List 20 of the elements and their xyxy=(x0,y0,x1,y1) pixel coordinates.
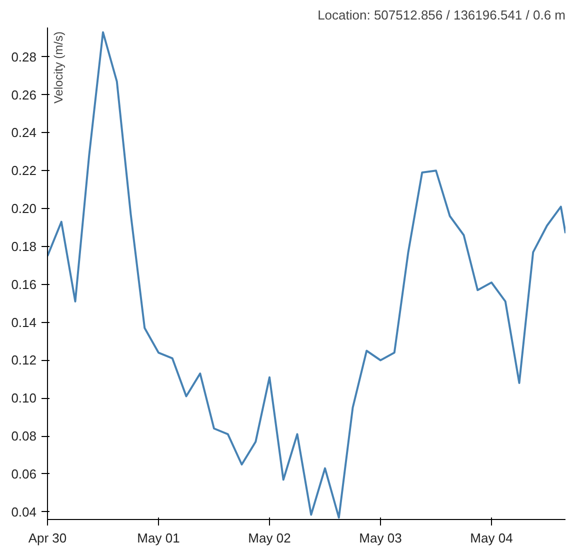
y-tick-label: 0.12 xyxy=(11,352,37,368)
x-tick-label: May 02 xyxy=(248,530,291,546)
y-tick-label: 0.18 xyxy=(11,238,37,254)
y-tick-label: 0.14 xyxy=(11,314,37,330)
y-tick-label: 0.22 xyxy=(11,163,37,178)
x-tick-label: May 03 xyxy=(359,530,402,546)
y-tick-label: 0.08 xyxy=(11,428,37,444)
y-tick-label: 0.06 xyxy=(11,466,37,482)
y-tick-label: 0.16 xyxy=(11,276,37,292)
y-tick-label: 0.24 xyxy=(11,125,37,140)
y-axis-title: Velocity (m/s) xyxy=(52,31,66,104)
y-tick-label: 0.28 xyxy=(11,49,37,64)
x-tick-label: May 04 xyxy=(470,530,513,546)
y-tick-label: 0.04 xyxy=(11,504,37,520)
y-tick-label: 0.26 xyxy=(11,87,37,102)
chart-title: Location: 507512.856 / 136196.541 / 0.6 m xyxy=(318,8,566,22)
x-tick-label: May 01 xyxy=(137,530,180,546)
y-tick-label: 0.10 xyxy=(11,390,37,406)
y-tick-label: 0.20 xyxy=(11,201,37,216)
x-tick-label: Apr 30 xyxy=(28,530,67,546)
